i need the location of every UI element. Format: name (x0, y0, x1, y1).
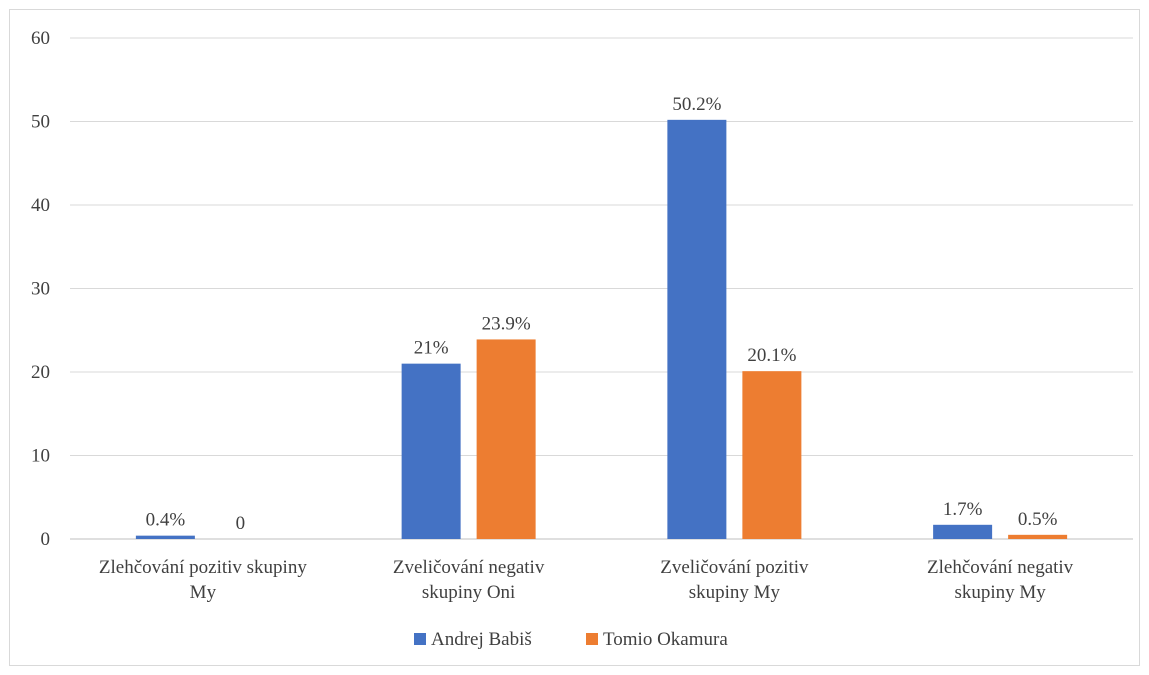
data-label: 0.4% (146, 510, 186, 531)
y-axis-ticks: 0 10 20 30 40 50 60 (31, 28, 50, 550)
bar (476, 339, 536, 539)
y-tick-label: 10 (31, 446, 50, 467)
bar (742, 371, 802, 539)
data-label: 21% (414, 338, 449, 359)
legend-swatch (414, 633, 426, 645)
category-label: My (190, 582, 217, 603)
legend-swatch (586, 633, 598, 645)
data-label: 50.2% (672, 94, 721, 115)
chart-frame (9, 9, 1140, 666)
y-tick-label: 20 (31, 362, 50, 383)
bar (667, 119, 727, 539)
bars (135, 119, 1068, 539)
category-label: Zveličování negativ (393, 557, 545, 578)
y-tick-label: 0 (41, 529, 51, 550)
y-tick-label: 60 (31, 28, 50, 49)
category-label: Zlehčování negativ (927, 557, 1074, 578)
legend: Andrej Babiš Tomio Okamura (414, 629, 728, 650)
data-label: 0.5% (1018, 509, 1058, 530)
data-label: 0 (236, 513, 246, 534)
bar (933, 524, 993, 539)
bar (401, 363, 461, 539)
data-label: 1.7% (943, 499, 983, 520)
data-label: 20.1% (747, 345, 796, 366)
bar (1008, 534, 1068, 539)
category-labels: Zlehčování pozitiv skupiny My Zveličování … (99, 557, 1074, 603)
legend-label: Tomio Okamura (603, 629, 728, 650)
y-tick-label: 50 (31, 112, 50, 133)
data-label: 23.9% (482, 313, 531, 334)
data-labels: 0.4% 0 21% 23.9% 50.2% 20.1% 1.7% 0.5% (146, 94, 1058, 534)
legend-label: Andrej Babiš (431, 629, 532, 650)
bar (135, 535, 195, 539)
category-label: skupiny My (689, 582, 781, 603)
y-tick-label: 30 (31, 279, 50, 300)
category-label: Zlehčování pozitiv skupiny (99, 557, 307, 578)
category-label: skupiny My (954, 582, 1046, 603)
y-tick-label: 40 (31, 195, 50, 216)
gridlines (70, 37, 1133, 540)
category-label: Zveličování pozitiv (660, 557, 809, 578)
category-label: skupiny Oni (422, 582, 515, 603)
